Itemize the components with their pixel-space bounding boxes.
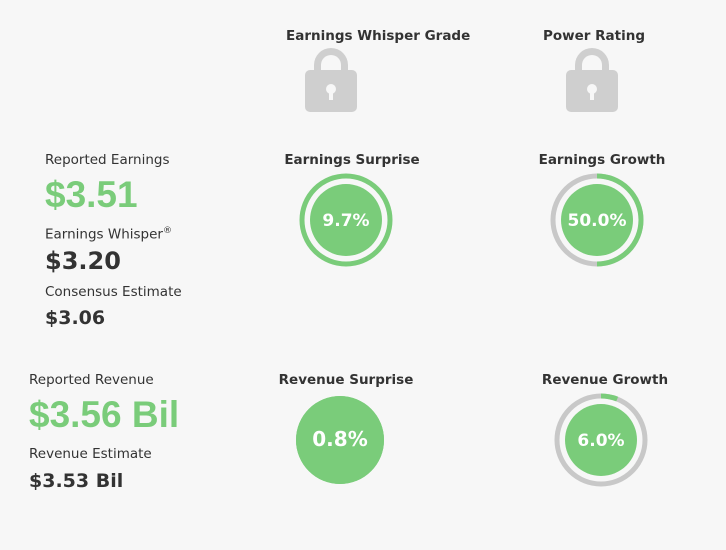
reported-earnings-label: Reported Earnings — [45, 152, 170, 168]
reported-revenue-label: Reported Revenue — [29, 372, 154, 388]
consensus-estimate-label: Consensus Estimate — [45, 284, 182, 300]
gauge-core — [565, 404, 637, 476]
gauge-core — [310, 184, 382, 256]
earnings-growth-gauge: 50.0% — [550, 173, 644, 267]
earnings-whisper-grade-header: Earnings Whisper Grade — [286, 28, 471, 44]
earnings-surprise-header: Earnings Surprise — [284, 152, 420, 168]
registered-mark: ® — [163, 226, 172, 236]
earnings-growth-header: Earnings Growth — [538, 152, 666, 168]
gauge-arc — [600, 393, 619, 402]
earnings-whisper-label: Earnings Whisper® — [45, 226, 172, 243]
lock-icon — [305, 48, 357, 112]
reported-earnings-value: $3.51 — [45, 174, 138, 215]
earnings-whisper-value: $3.20 — [45, 247, 121, 275]
gauge-core — [561, 184, 633, 256]
gauge-track — [299, 173, 393, 267]
earnings-surprise-value: 9.7% — [322, 211, 369, 231]
gauge-core — [296, 396, 384, 484]
earnings-growth-value: 50.0% — [568, 211, 627, 231]
power-rating-header: Power Rating — [542, 28, 645, 44]
revenue-surprise-value: 0.8% — [312, 427, 367, 451]
revenue-growth-gauge: 6.0% — [554, 393, 648, 487]
earnings-surprise-gauge: 9.7% — [299, 173, 393, 267]
revenue-surprise-header: Revenue Surprise — [278, 372, 414, 388]
gauge-arc — [596, 173, 644, 267]
revenue-growth-header: Revenue Growth — [541, 372, 669, 388]
consensus-estimate-value: $3.06 — [45, 307, 106, 329]
revenue-surprise-gauge: 0.8% — [296, 396, 384, 484]
revenue-growth-value: 6.0% — [577, 431, 624, 451]
reported-revenue-value: $3.56 Bil — [29, 394, 180, 435]
lock-icon — [566, 48, 618, 112]
revenue-estimate-label: Revenue Estimate — [29, 446, 152, 462]
revenue-estimate-value: $3.53 Bil — [29, 470, 124, 492]
